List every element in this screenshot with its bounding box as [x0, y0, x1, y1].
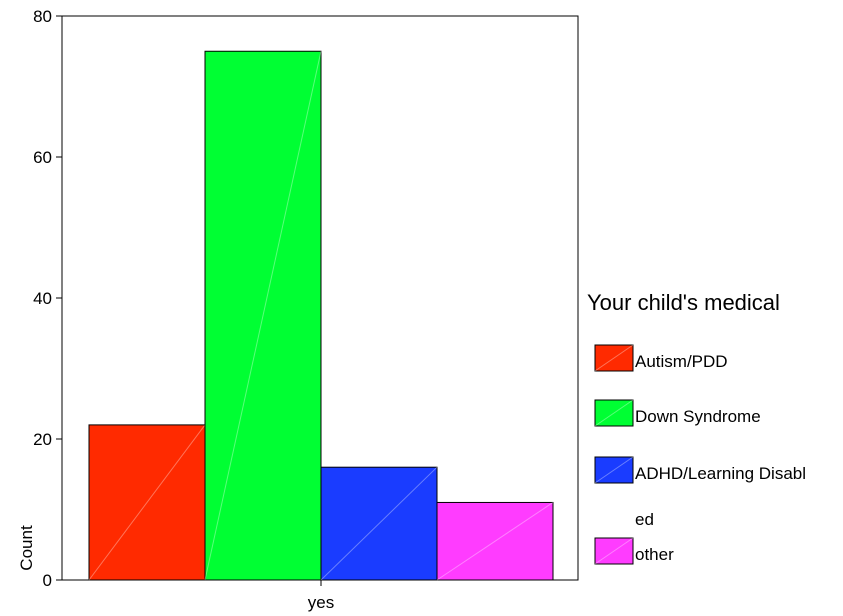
- legend-label: ed: [635, 510, 654, 529]
- legend-swatch: [594, 399, 634, 427]
- legend-label: other: [635, 545, 674, 564]
- bar-hatch: [88, 424, 206, 581]
- legend-label: ADHD/Learning Disabl: [635, 464, 806, 483]
- y-tick-label: 60: [33, 148, 52, 167]
- bar: [88, 424, 206, 581]
- legend-swatch: [594, 456, 634, 484]
- legend-swatch-hatch: [594, 456, 634, 484]
- legend-title: Your child's medical: [587, 290, 780, 315]
- legend-label: Autism/PDD: [635, 352, 728, 371]
- bars: [88, 50, 554, 581]
- bar-hatch: [436, 502, 554, 581]
- legend-swatch-hatch: [594, 537, 634, 565]
- bar: [436, 501, 554, 581]
- bar-hatch: [320, 466, 438, 581]
- legend-swatch: [594, 537, 634, 565]
- y-axis-label: Count: [17, 525, 36, 571]
- legend: Autism/PDD Down Syndrome ADHD/Learning Dis…: [594, 344, 806, 565]
- x-tick-label: yes: [308, 593, 334, 612]
- y-tick-label: 0: [43, 571, 52, 590]
- bar: [320, 466, 438, 581]
- legend-swatch-hatch: [594, 344, 634, 372]
- y-tick-label: 20: [33, 430, 52, 449]
- legend-label: Down Syndrome: [635, 407, 761, 426]
- y-axis: 0 20 40 60 80: [33, 7, 62, 590]
- y-tick-label: 40: [33, 289, 52, 308]
- y-tick-label: 80: [33, 7, 52, 26]
- x-axis: yes: [308, 580, 334, 612]
- legend-swatch-hatch: [594, 399, 634, 427]
- bar-hatch: [204, 51, 322, 581]
- legend-swatch: [594, 344, 634, 372]
- bar: [204, 50, 322, 581]
